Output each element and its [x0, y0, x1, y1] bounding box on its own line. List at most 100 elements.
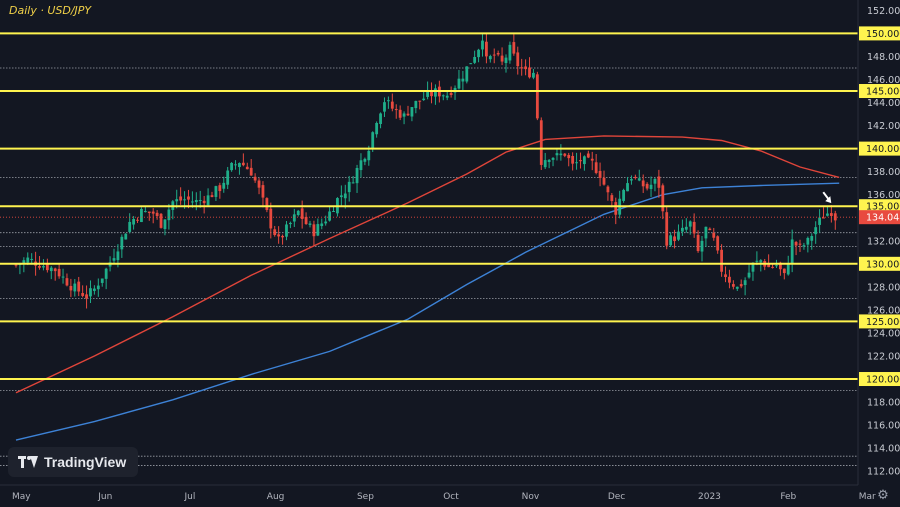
- y-tick-label: 152.000: [867, 6, 900, 17]
- candle-body: [496, 52, 500, 55]
- candle-body: [755, 260, 759, 262]
- tradingview-logo[interactable]: TradingView: [8, 447, 138, 477]
- candle-body: [402, 113, 406, 117]
- candle-body: [53, 268, 57, 272]
- candle-body: [681, 227, 684, 232]
- candle-body: [202, 200, 206, 204]
- candle-body: [308, 223, 312, 225]
- candle-body: [790, 239, 794, 264]
- candle-body: [426, 91, 429, 97]
- candle-body: [316, 224, 320, 236]
- candle-body: [457, 78, 461, 89]
- candle-body: [579, 160, 582, 162]
- candle-body: [559, 153, 563, 156]
- candle-body: [42, 266, 45, 268]
- candle-body: [249, 167, 253, 176]
- candle-body: [116, 251, 120, 261]
- candle-body: [351, 182, 355, 184]
- level-price-tag: [859, 84, 900, 99]
- candle-body: [477, 49, 480, 58]
- candle-body: [673, 236, 676, 242]
- candle-body: [383, 102, 386, 112]
- settings-gear-icon[interactable]: ⚙: [877, 488, 889, 503]
- candle-body: [367, 150, 371, 161]
- candle-body: [684, 226, 688, 230]
- candle-body: [418, 100, 422, 102]
- level-price-tag: [859, 141, 900, 156]
- candle-body: [163, 219, 167, 230]
- candle-body: [445, 95, 449, 98]
- candle-body: [798, 243, 802, 245]
- candle-body: [320, 223, 324, 227]
- candle-body: [347, 181, 351, 193]
- candle-body: [759, 260, 763, 263]
- candle-body: [387, 100, 390, 102]
- candle-body: [292, 214, 296, 222]
- candle-body: [26, 257, 30, 263]
- candle-body: [371, 132, 375, 149]
- candle-body: [626, 183, 629, 192]
- candle-body: [779, 262, 782, 270]
- level-price-label: 135.000: [866, 202, 900, 213]
- candle-body: [277, 234, 281, 237]
- candle-body: [375, 122, 379, 135]
- candle-body: [735, 286, 739, 289]
- y-tick-label: 132.000: [867, 236, 900, 247]
- candle-body: [818, 217, 821, 225]
- candle-body: [30, 258, 34, 260]
- candle-body: [575, 162, 578, 164]
- candle-body: [430, 91, 433, 97]
- candle-body: [633, 176, 637, 179]
- candle-body: [724, 274, 727, 278]
- candle-body: [786, 262, 790, 275]
- y-tick-label: 124.000: [867, 328, 900, 339]
- candle-body: [822, 217, 825, 219]
- candle-body: [771, 266, 774, 268]
- candle-body: [551, 157, 555, 160]
- candle-body: [132, 218, 135, 225]
- candle-body: [159, 213, 163, 228]
- candle-body: [485, 41, 488, 57]
- candle-body: [379, 113, 382, 124]
- candle-body: [500, 55, 504, 62]
- candle-body: [140, 208, 143, 223]
- level-price-label: 120.000: [866, 375, 900, 386]
- x-tick-label: Mar: [859, 492, 876, 502]
- candle-body: [281, 235, 284, 238]
- candle-body: [528, 67, 531, 78]
- candle-body: [586, 153, 590, 158]
- candle-body: [806, 237, 810, 245]
- candle-body: [238, 163, 241, 168]
- current-price-tag: [859, 210, 900, 225]
- candle-body: [512, 42, 516, 54]
- candle-body: [747, 272, 751, 278]
- candle-body: [488, 56, 492, 60]
- y-tick-label: 122.000: [867, 351, 900, 362]
- candle-body: [465, 66, 469, 82]
- moving-average-1: [15, 182, 840, 441]
- tradingview-logo-text: TradingView: [44, 454, 127, 470]
- candle-body: [630, 179, 633, 181]
- candle-body: [191, 201, 194, 203]
- candle-body: [234, 164, 237, 166]
- candle-body: [128, 221, 132, 232]
- candle-body: [167, 209, 171, 221]
- candle-body: [241, 162, 245, 166]
- candle-body: [222, 182, 226, 189]
- candle-body: [410, 107, 414, 117]
- level-price-label: 125.000: [866, 317, 900, 328]
- candle-body: [504, 57, 508, 63]
- candle-body: [555, 153, 559, 156]
- candle-body: [641, 180, 645, 187]
- candle-body: [637, 178, 641, 181]
- y-tick-label: 144.000: [867, 98, 900, 109]
- candle-body: [398, 109, 402, 118]
- candle-body: [65, 278, 69, 286]
- candle-body: [441, 95, 445, 97]
- candle-body: [49, 267, 53, 272]
- candle-body: [253, 176, 257, 181]
- candle-body: [829, 213, 833, 216]
- candle-body: [312, 224, 316, 237]
- x-tick-label: Nov: [522, 492, 540, 502]
